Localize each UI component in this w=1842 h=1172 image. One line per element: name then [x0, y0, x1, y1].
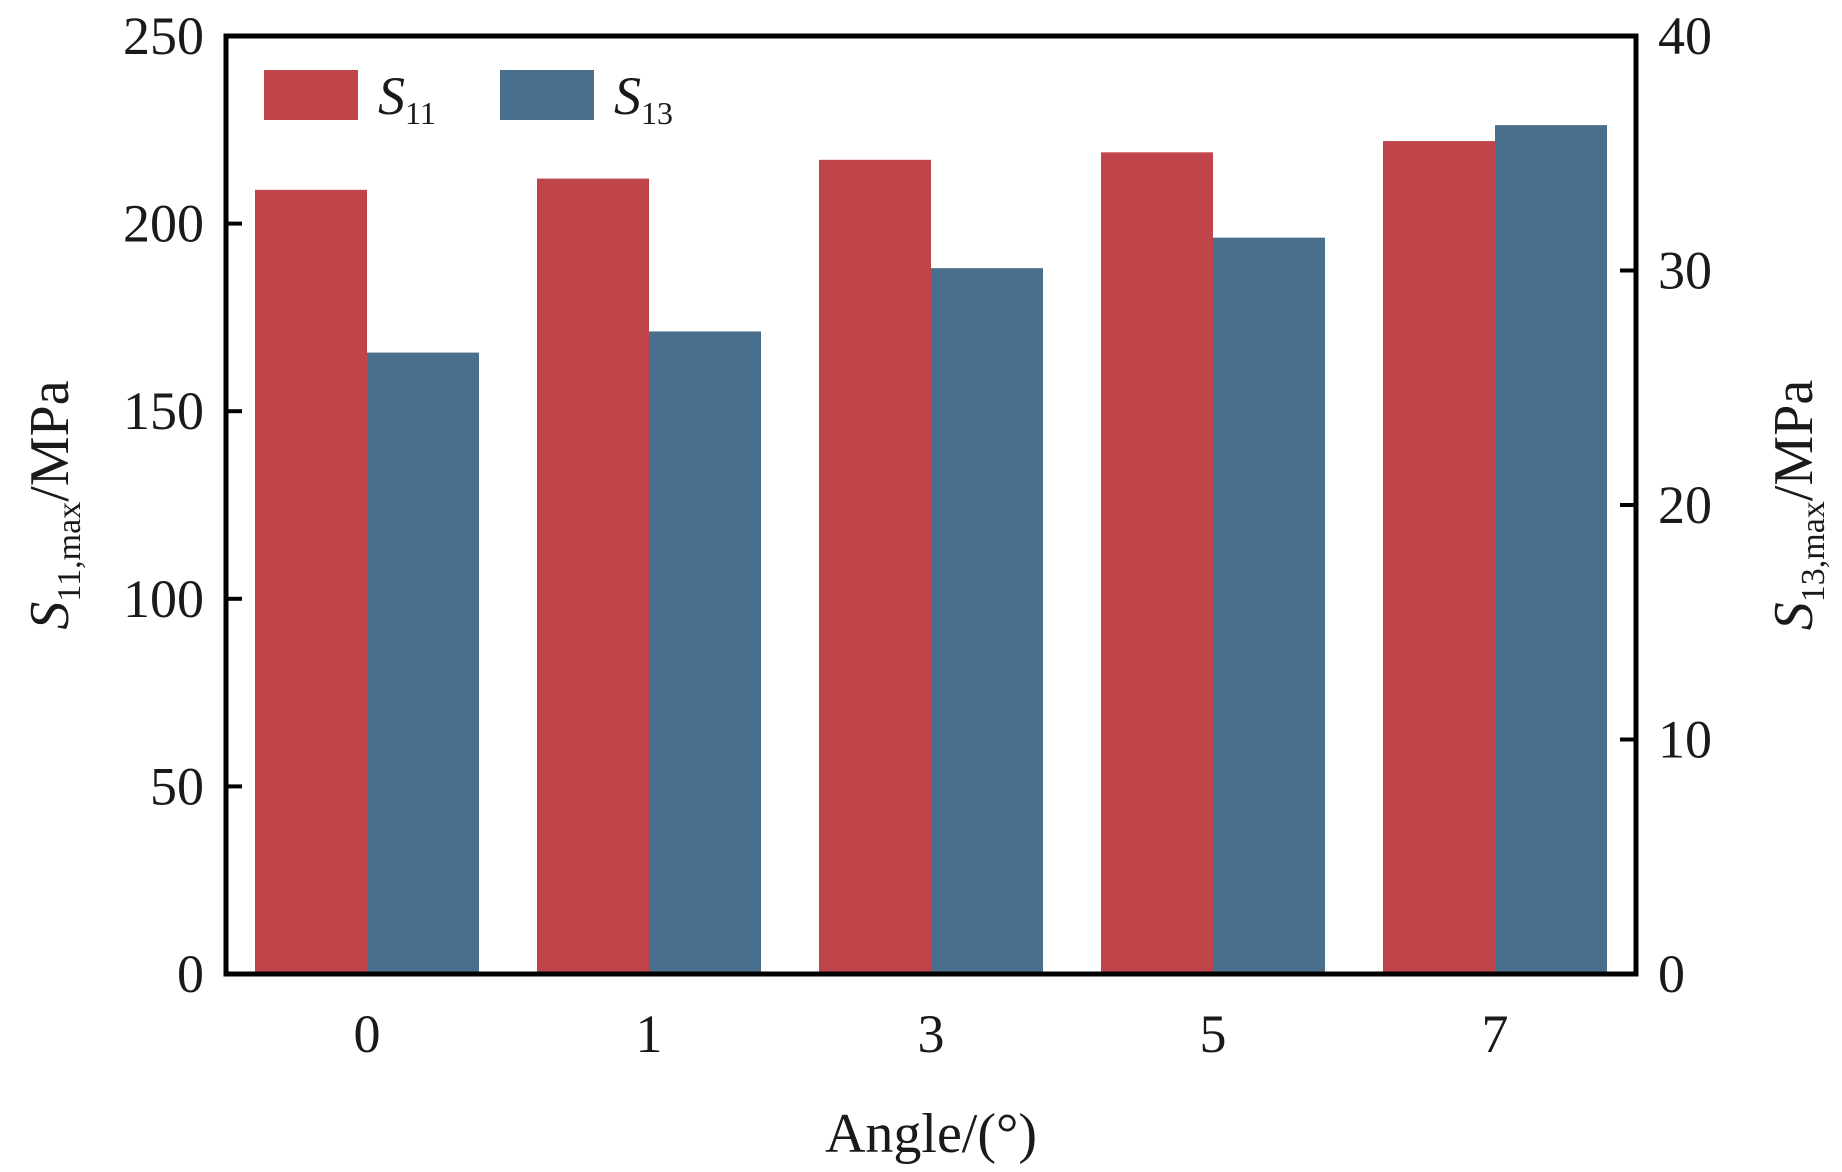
legend-swatch-s11 [264, 70, 358, 120]
right-axis-title: S13,max/MPa [1763, 380, 1832, 631]
right-tick-label-30: 30 [1658, 241, 1712, 301]
bar-s13-7 [1495, 125, 1607, 975]
bar-s11-5 [1101, 152, 1213, 974]
left-axis-title: S11,max/MPa [19, 380, 88, 629]
right-tick-label-0: 0 [1658, 944, 1685, 1004]
x-axis-title: Angle/(°) [825, 1103, 1037, 1165]
bar-s11-3 [819, 159, 931, 975]
x-tick-label-0: 0 [354, 1004, 381, 1064]
right-tick-label-40: 40 [1658, 6, 1712, 66]
left-tick-label-150: 150 [123, 381, 204, 441]
left-tick-label-50: 50 [150, 756, 204, 816]
bar-s13-3 [931, 268, 1043, 974]
left-tick-label-200: 200 [123, 194, 204, 254]
bar-s11-7 [1383, 141, 1495, 974]
legend-swatch-s13 [500, 70, 594, 120]
x-axis: 0 1 3 5 7 [354, 1004, 1509, 1064]
left-tick-label-100: 100 [123, 569, 204, 629]
bar-s11-0 [255, 189, 367, 974]
right-tick-label-10: 10 [1658, 710, 1712, 770]
right-tick-label-20: 20 [1658, 475, 1712, 535]
x-tick-label-7: 7 [1482, 1004, 1509, 1064]
x-tick-label-5: 5 [1200, 1004, 1227, 1064]
x-tick-label-3: 3 [918, 1004, 945, 1064]
legend: S11 S13 [264, 66, 673, 131]
legend-label-s13: S13 [614, 66, 673, 131]
left-axis: 0 50 100 150 200 250 [123, 6, 242, 1004]
right-axis: 0 10 20 30 40 [1620, 6, 1712, 1004]
bar-s13-0 [367, 352, 479, 974]
bars-group [255, 125, 1607, 975]
bar-s11-1 [537, 178, 649, 975]
left-tick-label-0: 0 [177, 944, 204, 1004]
left-tick-label-250: 250 [123, 6, 204, 66]
legend-label-s11: S11 [378, 66, 436, 131]
bar-s13-1 [649, 331, 761, 975]
x-tick-label-1: 1 [636, 1004, 663, 1064]
bar-s13-5 [1213, 237, 1325, 975]
